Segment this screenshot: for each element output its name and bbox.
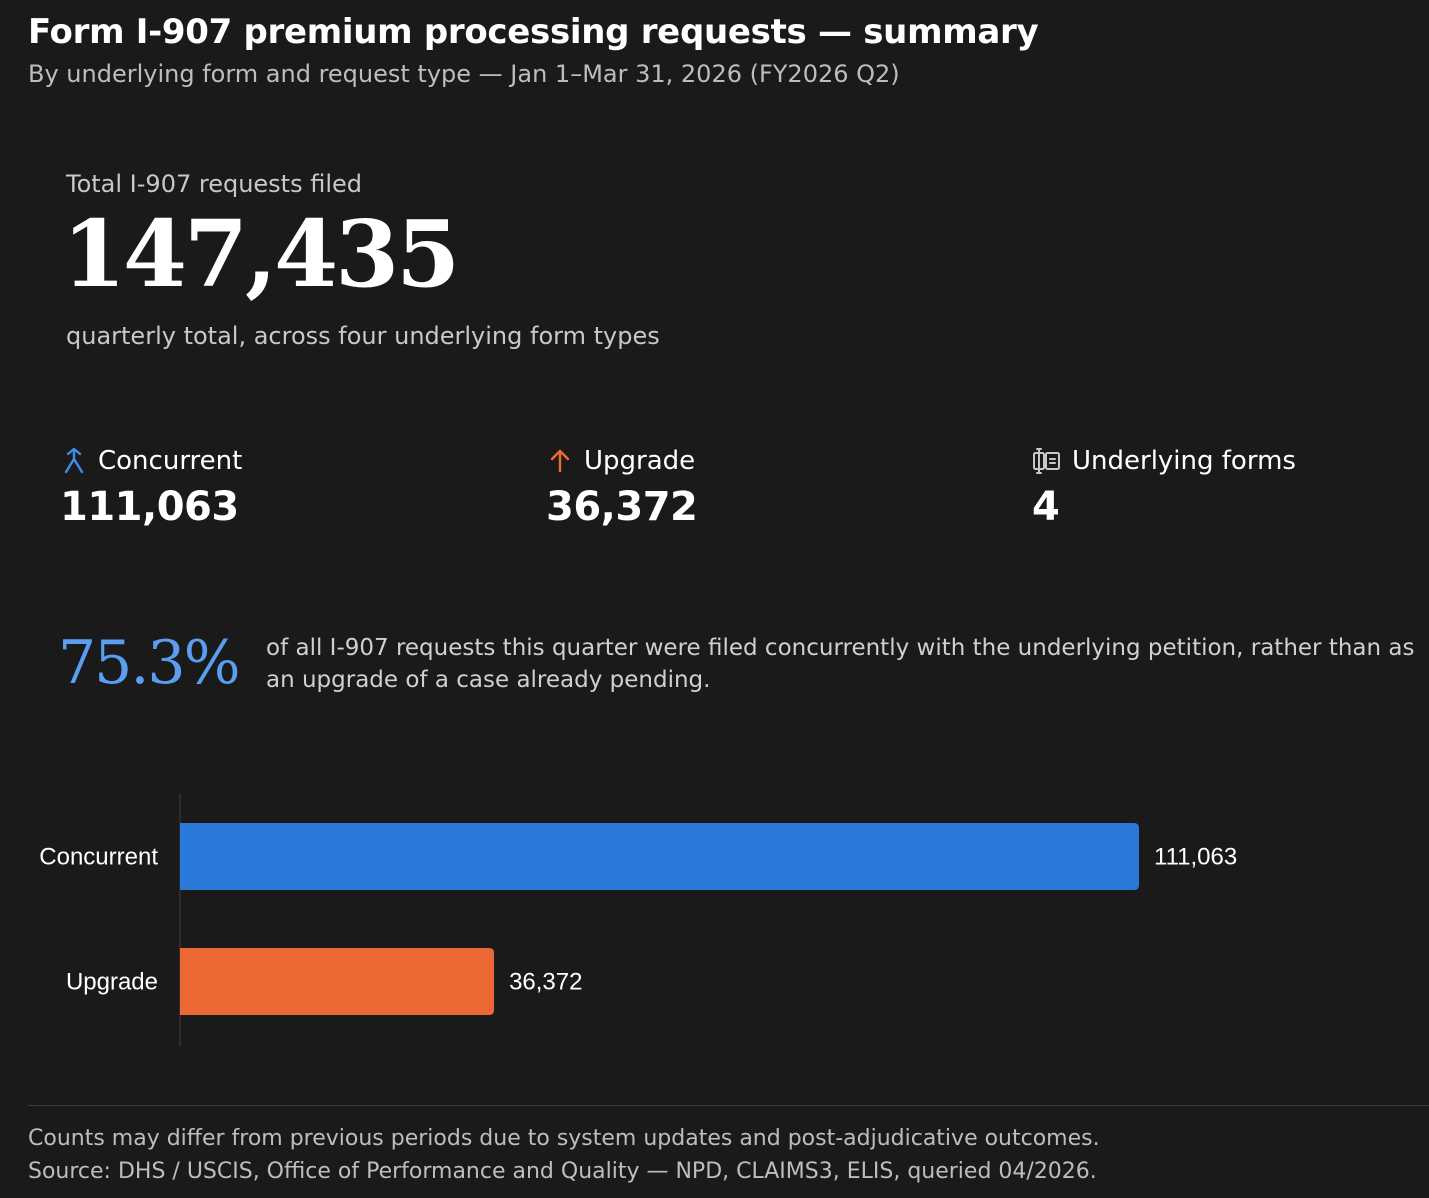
kpi-underlying-forms-value: 4 <box>1032 484 1060 530</box>
footer-note: Counts may differ from previous periods … <box>28 1126 1100 1151</box>
arrow-up-icon <box>546 447 574 475</box>
forms-icon <box>1032 447 1062 475</box>
bar-concurrent <box>180 823 1139 890</box>
kpi-concurrent-label: Concurrent <box>98 446 243 476</box>
kpi-underlying-forms-label: Underlying forms <box>1072 446 1296 476</box>
bar-value-upgrade: 36,372 <box>509 969 582 996</box>
page-subtitle: By underlying form and request type — Ja… <box>28 60 900 88</box>
kpi-upgrade: Upgrade 36,372 <box>546 446 698 530</box>
total-value: 147,435 <box>62 200 460 308</box>
total-label: Total I-907 requests filed <box>66 170 363 198</box>
merge-arrow-icon <box>60 447 88 475</box>
bar-label-upgrade: Upgrade <box>66 969 158 996</box>
kpi-upgrade-value: 36,372 <box>546 484 698 530</box>
kpi-upgrade-label: Upgrade <box>584 446 696 476</box>
total-note: quarterly total, across four underlying … <box>66 322 660 350</box>
concurrent-share-text: of all I-907 requests this quarter were … <box>266 635 1415 693</box>
bar-value-concurrent: 111,063 <box>1154 844 1237 871</box>
concurrent-share-value: 75.3% <box>58 628 241 698</box>
bar-chart: Concurrent 111,063 Upgrade 36,372 <box>39 794 1237 1046</box>
footer-source: Source: DHS / USCIS, Office of Performan… <box>28 1159 1097 1184</box>
kpi-concurrent-value: 111,063 <box>60 484 239 530</box>
footer-divider <box>28 1105 1429 1106</box>
bar-label-concurrent: Concurrent <box>39 844 158 871</box>
page-title: Form I-907 premium processing requests —… <box>28 12 1039 52</box>
bar-upgrade <box>180 948 495 1015</box>
kpi-underlying-forms: Underlying forms 4 <box>1032 446 1296 530</box>
kpi-concurrent: Concurrent 111,063 <box>60 446 242 530</box>
